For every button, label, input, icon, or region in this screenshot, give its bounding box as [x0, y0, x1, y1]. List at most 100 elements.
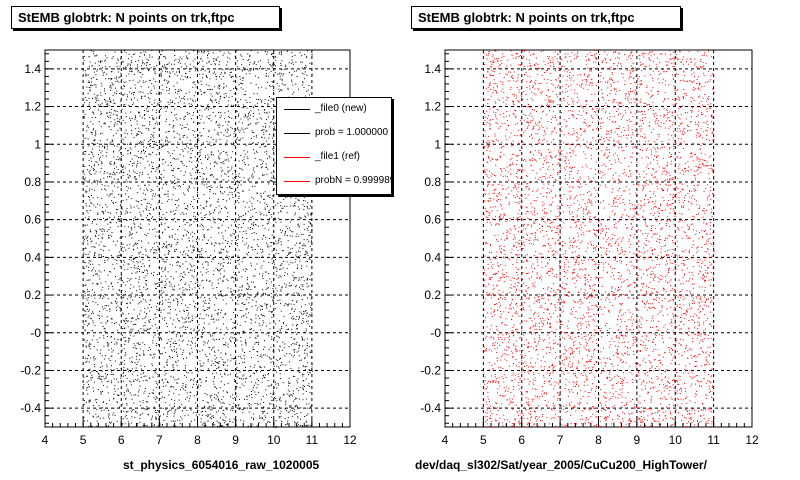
data-point [134, 323, 136, 325]
data-point [238, 195, 240, 197]
data-point [227, 263, 229, 264]
data-point [292, 61, 294, 63]
data-point [159, 423, 161, 425]
data-point [271, 216, 273, 218]
data-point [87, 310, 89, 312]
data-point [242, 257, 244, 259]
data-point [280, 73, 282, 75]
data-point [94, 270, 96, 272]
data-point [210, 364, 212, 366]
data-point [174, 50, 175, 52]
data-point [305, 251, 307, 253]
data-point [238, 296, 240, 298]
data-point [145, 250, 147, 252]
data-point [156, 303, 158, 304]
data-point [223, 364, 225, 366]
data-point [218, 68, 220, 70]
data-point [83, 323, 85, 325]
data-point [106, 194, 108, 196]
data-point [116, 263, 118, 265]
data-point [220, 290, 222, 292]
data-point [300, 217, 302, 219]
data-point [162, 378, 164, 380]
data-point [87, 375, 88, 377]
data-point [112, 240, 114, 242]
data-point [111, 200, 112, 202]
data-point [220, 186, 222, 188]
data-point [262, 289, 264, 291]
data-point [124, 50, 125, 52]
data-point [168, 244, 170, 246]
data-point [106, 218, 108, 220]
data-point [230, 360, 232, 362]
data-point [286, 267, 288, 269]
data-point [149, 353, 151, 355]
data-point [116, 420, 118, 422]
data-point [128, 295, 130, 297]
data-point [119, 149, 121, 151]
data-point [197, 137, 199, 139]
data-point [232, 327, 234, 329]
data-point [185, 326, 187, 328]
data-point [124, 343, 126, 345]
data-point [281, 362, 283, 363]
data-point [94, 251, 96, 253]
data-point [143, 198, 145, 200]
data-point [237, 245, 238, 246]
data-point [133, 244, 135, 246]
data-point [193, 383, 195, 385]
data-point [144, 322, 146, 324]
data-point [91, 166, 92, 168]
data-point [294, 399, 296, 401]
data-point [140, 227, 142, 229]
data-point [214, 86, 216, 88]
data-point [165, 183, 167, 185]
data-point [151, 217, 153, 219]
data-point [83, 179, 85, 181]
data-point [192, 379, 194, 381]
data-point [123, 296, 125, 298]
data-point [151, 417, 153, 419]
data-point [237, 227, 239, 229]
data-point [215, 99, 217, 101]
data-point [295, 286, 297, 288]
data-point [230, 126, 232, 128]
data-point [115, 114, 117, 116]
data-point [190, 409, 192, 411]
data-point [213, 258, 214, 260]
data-point [262, 250, 264, 252]
data-point [171, 286, 173, 288]
data-point [267, 374, 269, 376]
data-point [259, 99, 261, 101]
data-point [245, 212, 247, 214]
data-point [227, 374, 229, 376]
data-point [247, 370, 249, 372]
data-point [108, 414, 110, 416]
data-point [120, 220, 122, 222]
data-point [123, 281, 125, 283]
data-point [306, 365, 308, 367]
data-point [170, 162, 172, 164]
data-point [166, 247, 168, 249]
data-point [177, 141, 179, 143]
data-point [240, 87, 242, 89]
data-point [291, 52, 293, 54]
data-point [121, 51, 123, 53]
data-point [165, 280, 166, 282]
data-point [167, 226, 169, 228]
data-point [284, 84, 286, 86]
data-point [236, 376, 238, 378]
data-point [216, 59, 218, 61]
data-point [113, 196, 115, 198]
data-point [298, 199, 300, 201]
data-point [169, 236, 171, 238]
data-point [141, 266, 143, 268]
data-point [303, 223, 305, 225]
data-point [83, 173, 85, 175]
data-point [117, 305, 119, 307]
data-point [232, 421, 234, 423]
data-point [92, 77, 94, 78]
data-point [100, 410, 102, 412]
data-point [294, 422, 296, 424]
data-point [106, 381, 108, 383]
